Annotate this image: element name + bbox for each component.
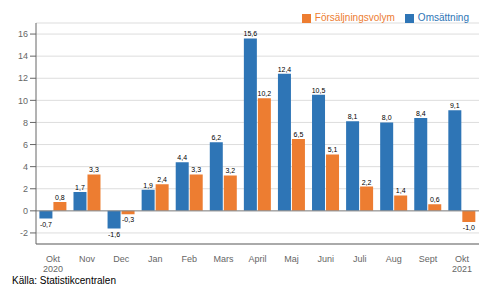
svg-text:8,1: 8,1 (348, 113, 358, 120)
svg-text:5,1: 5,1 (328, 146, 338, 153)
svg-text:15,6: 15,6 (244, 30, 258, 37)
svg-text:Mars: Mars (213, 254, 233, 264)
svg-text:10,2: 10,2 (258, 90, 272, 97)
svg-text:6,2: 6,2 (211, 134, 221, 141)
svg-text:Dec: Dec (113, 254, 130, 264)
svg-text:Feb: Feb (182, 254, 198, 264)
svg-text:0: 0 (23, 206, 28, 216)
svg-text:Jan: Jan (148, 254, 163, 264)
svg-text:8,0: 8,0 (382, 114, 392, 121)
svg-text:-1,0: -1,0 (463, 224, 475, 231)
svg-text:-0,3: -0,3 (122, 216, 134, 223)
svg-text:2,2: 2,2 (362, 179, 372, 186)
svg-text:6,5: 6,5 (294, 131, 304, 138)
svg-text:6: 6 (23, 140, 28, 150)
svg-text:1,9: 1,9 (143, 182, 153, 189)
svg-text:1,7: 1,7 (75, 184, 85, 191)
svg-text:10: 10 (18, 96, 28, 106)
svg-text:Aug: Aug (386, 254, 402, 264)
svg-text:10,5: 10,5 (312, 87, 326, 94)
svg-text:1,4: 1,4 (396, 187, 406, 194)
svg-text:12,4: 12,4 (278, 66, 292, 73)
svg-text:3,3: 3,3 (89, 166, 99, 173)
svg-text:-2: -2 (20, 228, 28, 238)
html-text:Försäljningsvolym: Försäljningsvolym (314, 12, 395, 23)
svg-text:9,1: 9,1 (450, 102, 460, 109)
svg-text:16: 16 (18, 29, 28, 39)
svg-text:14: 14 (18, 51, 28, 61)
svg-text:-1,6: -1,6 (108, 231, 120, 238)
svg-text:Okt2020: Okt2020 (43, 254, 63, 274)
svg-text:-0,7: -0,7 (40, 221, 52, 228)
svg-text:Nov: Nov (79, 254, 96, 264)
svg-text:Maj: Maj (284, 254, 299, 264)
svg-text:Okt2021: Okt2021 (452, 254, 472, 274)
svg-text:8: 8 (23, 118, 28, 128)
svg-text:4,4: 4,4 (177, 154, 187, 161)
svg-text:0,6: 0,6 (430, 196, 440, 203)
svg-text:0,8: 0,8 (55, 194, 65, 201)
svg-text:2: 2 (23, 184, 28, 194)
svg-text:4: 4 (23, 162, 28, 172)
svg-text:8,4: 8,4 (416, 110, 426, 117)
svg-text:3,2: 3,2 (225, 167, 235, 174)
svg-text:Juli: Juli (353, 254, 367, 264)
html-text:Omsättning: Omsättning (417, 12, 469, 23)
svg-text:12: 12 (18, 73, 28, 83)
svg-text:Sept: Sept (419, 254, 438, 264)
html-text:Källa: Statistikcentralen: Källa: Statistikcentralen (12, 275, 116, 286)
svg-text:3,3: 3,3 (191, 166, 201, 173)
svg-text:April: April (248, 254, 266, 264)
svg-text:Juni: Juni (317, 254, 334, 264)
svg-text:2,4: 2,4 (157, 176, 167, 183)
